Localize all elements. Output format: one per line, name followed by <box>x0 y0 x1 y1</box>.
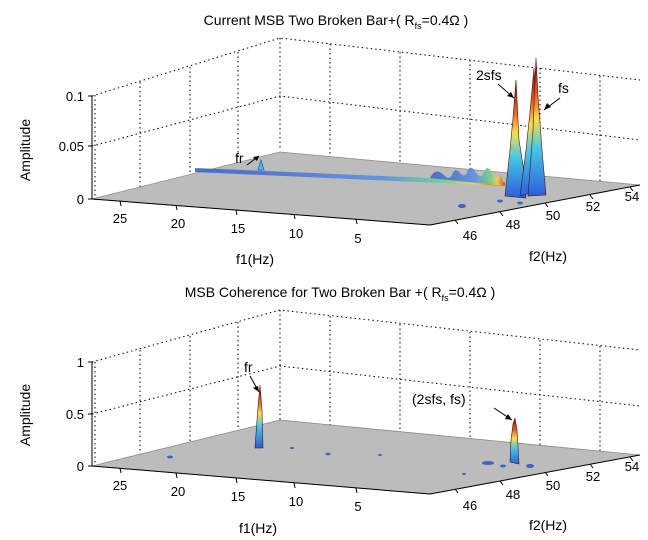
bottom-x-tick: 20 <box>171 484 185 499</box>
bottom-z-tick: 1 <box>77 355 84 370</box>
top-z-ticks: 0 0.05 0.1 <box>59 89 84 207</box>
bottom-x-label: f1(Hz) <box>239 520 277 536</box>
bottom-annotations: fr (2sfs, fs) <box>244 359 513 421</box>
top-y-label: f2(Hz) <box>529 248 567 264</box>
top-annotations: fr 2sfs fs <box>235 67 569 166</box>
top-panel: Current MSB Two Broken Bar+( Rfs=0.4Ω ) <box>17 12 641 267</box>
bottom-chart-title: MSB Coherence for Two Broken Bar +( Rfs=… <box>185 284 496 303</box>
top-x-tick: 20 <box>171 216 185 231</box>
top-y-tick: 50 <box>546 208 560 223</box>
top-fr-arrowhead <box>253 156 259 161</box>
bottom-x-tick: 10 <box>289 494 303 509</box>
top-y-ticks: 46 48 50 52 54 <box>463 189 639 243</box>
bottom-y-label: f2(Hz) <box>529 517 567 533</box>
top-x-ticks: 25 20 15 10 5 <box>113 211 362 246</box>
top-z-label: Amplitude <box>17 119 33 181</box>
bottom-z-tick: 0.5 <box>66 407 84 422</box>
top-x-tick: 5 <box>354 231 361 246</box>
top-y-tick: 54 <box>625 189 639 204</box>
bottom-x-tick: 25 <box>113 478 127 493</box>
bottom-x-tick: 15 <box>231 489 245 504</box>
bottom-panel: MSB Coherence for Two Broken Bar +( Rfs=… <box>17 284 641 536</box>
bottom-noise <box>167 447 534 475</box>
top-y-tick: 52 <box>586 199 600 214</box>
top-chart-title: Current MSB Two Broken Bar+( Rfs=0.4Ω ) <box>204 12 469 31</box>
bottom-y-tick: 48 <box>506 487 520 502</box>
top-fr-label: fr <box>235 150 244 166</box>
top-y-tick: 48 <box>506 217 520 232</box>
top-fr-peak <box>257 158 265 171</box>
top-z-tick: 0.05 <box>59 139 84 154</box>
top-fs-arrowhead <box>544 103 551 110</box>
bottom-z-ticks: 0 0.5 1 <box>66 355 84 474</box>
bottom-axes <box>88 361 641 495</box>
bottom-2sfs-fs-arrowhead <box>505 414 512 420</box>
top-y-tick: 46 <box>463 228 477 243</box>
bottom-x-ticks: 25 20 15 10 5 <box>113 478 362 514</box>
top-x-label: f1(Hz) <box>236 251 274 267</box>
bottom-y-tick: 52 <box>586 469 600 484</box>
bottom-y-tick: 50 <box>546 478 560 493</box>
top-fs-peak <box>527 57 547 197</box>
bottom-fr-peak <box>254 384 264 449</box>
top-axes <box>88 95 641 226</box>
bottom-y-tick: 46 <box>463 498 477 513</box>
top-ridge <box>195 168 505 186</box>
top-2sfs-label: 2sfs <box>476 67 502 83</box>
bottom-y-tick: 54 <box>625 459 639 474</box>
bottom-y-ticks: 46 48 50 52 54 <box>463 459 639 513</box>
top-x-tick: 10 <box>289 226 303 241</box>
bottom-z-label: Amplitude <box>17 384 33 446</box>
top-fs-label: fs <box>558 80 569 96</box>
top-2sfs-arrowhead <box>507 92 514 98</box>
top-noise <box>458 199 523 208</box>
bottom-2sfs-fs-label: (2sfs, fs) <box>412 391 466 407</box>
top-grid <box>91 37 641 200</box>
bottom-z-tick: 0 <box>77 459 84 474</box>
top-x-tick: 25 <box>113 211 127 226</box>
top-x-tick: 15 <box>231 221 245 236</box>
top-z-tick: 0.1 <box>66 89 84 104</box>
top-ridge-bumps <box>430 167 505 186</box>
bottom-x-tick: 5 <box>354 499 361 514</box>
top-z-tick: 0 <box>77 192 84 207</box>
bottom-fr-arrowhead <box>253 386 259 392</box>
bottom-grid <box>91 309 641 466</box>
bottom-2sfs-fs-peak <box>509 417 520 465</box>
bottom-fr-label: fr <box>244 359 253 375</box>
